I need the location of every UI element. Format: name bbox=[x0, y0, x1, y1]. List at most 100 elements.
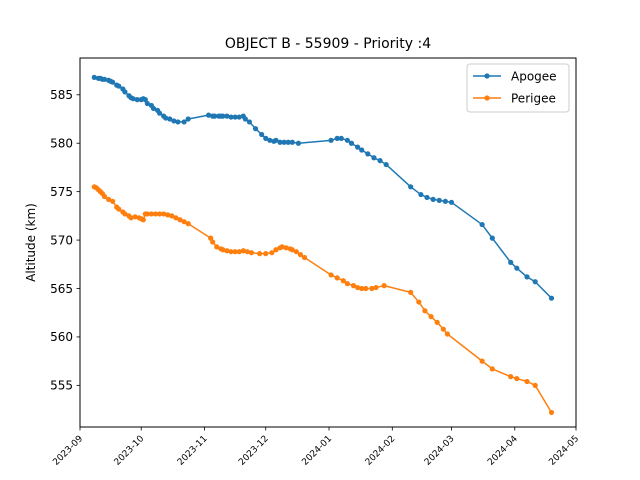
data-point-perigee bbox=[301, 254, 308, 261]
y-tick-label: 580 bbox=[50, 137, 73, 151]
data-point-apogee bbox=[236, 114, 242, 120]
series-layer bbox=[91, 74, 555, 416]
data-point-apogee bbox=[355, 144, 361, 150]
data-point-apogee bbox=[130, 96, 136, 102]
data-point-apogee bbox=[163, 115, 169, 121]
data-point-perigee bbox=[224, 248, 230, 254]
data-point-perigee bbox=[408, 289, 414, 295]
data-point-perigee bbox=[444, 331, 451, 337]
data-point-apogee bbox=[277, 139, 283, 145]
data-point-perigee bbox=[110, 198, 116, 204]
data-point-apogee bbox=[436, 197, 442, 203]
data-point-perigee bbox=[355, 284, 361, 291]
data-point-perigee bbox=[132, 214, 138, 220]
chart-title: OBJECT B - 55909 - Priority :4 bbox=[225, 36, 431, 52]
data-point-apogee bbox=[371, 155, 377, 161]
data-point-perigee bbox=[369, 285, 375, 292]
data-point-perigee bbox=[208, 235, 214, 241]
data-point-apogee bbox=[508, 259, 514, 265]
data-point-apogee bbox=[365, 151, 371, 157]
data-point-perigee bbox=[140, 217, 146, 223]
data-point-apogee bbox=[205, 112, 212, 118]
data-point-apogee bbox=[167, 116, 173, 122]
data-point-perigee bbox=[532, 382, 538, 388]
data-point-apogee bbox=[134, 97, 140, 103]
data-point-perigee bbox=[165, 212, 171, 218]
data-point-perigee bbox=[279, 244, 285, 250]
data-point-apogee bbox=[424, 194, 430, 201]
y-axis: 555 560 565 570 575 580 585 bbox=[50, 88, 80, 393]
legend: Apogee Perigee bbox=[466, 63, 570, 113]
data-point-apogee bbox=[418, 191, 424, 198]
data-point-apogee bbox=[171, 118, 177, 124]
data-point-perigee bbox=[161, 211, 167, 217]
data-point-apogee bbox=[228, 114, 234, 120]
data-point-apogee bbox=[295, 140, 301, 146]
data-point-apogee bbox=[101, 76, 108, 82]
data-point-apogee bbox=[334, 135, 340, 141]
data-point-perigee bbox=[334, 275, 340, 281]
data-point-perigee bbox=[101, 193, 108, 200]
data-point-perigee bbox=[373, 284, 379, 291]
data-point-apogee bbox=[479, 221, 485, 228]
legend-marker-perigee bbox=[484, 95, 490, 101]
y-tick-label: 560 bbox=[50, 330, 73, 344]
data-point-perigee bbox=[240, 248, 246, 254]
data-point-apogee bbox=[548, 295, 555, 301]
data-point-perigee bbox=[514, 375, 520, 382]
data-point-perigee bbox=[228, 249, 234, 255]
data-point-apogee bbox=[157, 110, 163, 116]
data-point-perigee bbox=[381, 283, 387, 289]
y-axis-label: Altitude (km) bbox=[24, 203, 38, 282]
data-point-perigee bbox=[363, 285, 369, 292]
data-point-perigee bbox=[434, 319, 440, 325]
data-point-perigee bbox=[440, 326, 446, 332]
data-point-apogee bbox=[263, 135, 269, 141]
data-point-perigee bbox=[122, 211, 128, 217]
data-point-apogee bbox=[91, 74, 97, 80]
data-point-apogee bbox=[489, 235, 495, 241]
data-point-apogee bbox=[359, 147, 365, 153]
data-point-perigee bbox=[152, 211, 159, 217]
data-point-apogee bbox=[220, 113, 226, 119]
data-point-perigee bbox=[293, 249, 299, 255]
data-point-apogee bbox=[383, 161, 389, 168]
data-point-perigee bbox=[236, 249, 242, 255]
data-point-perigee bbox=[210, 239, 216, 245]
data-point-perigee bbox=[105, 196, 112, 202]
data-point-apogee bbox=[344, 137, 350, 143]
data-point-perigee bbox=[524, 378, 530, 385]
data-point-apogee bbox=[116, 83, 122, 89]
data-point-perigee bbox=[269, 250, 275, 256]
data-point-apogee bbox=[185, 116, 191, 122]
data-point-perigee bbox=[428, 313, 434, 320]
data-point-perigee bbox=[214, 244, 220, 250]
data-point-apogee bbox=[289, 139, 295, 145]
data-point-apogee bbox=[224, 113, 230, 119]
data-point-perigee bbox=[185, 221, 191, 227]
y-tick-label: 565 bbox=[50, 282, 73, 296]
data-point-apogee bbox=[232, 114, 238, 120]
data-point-perigee bbox=[489, 366, 495, 372]
data-point-apogee bbox=[110, 79, 116, 85]
data-point-perigee bbox=[116, 206, 122, 212]
data-point-perigee bbox=[344, 281, 350, 287]
data-point-apogee bbox=[408, 184, 414, 190]
y-tick-label: 585 bbox=[50, 88, 73, 102]
data-point-apogee bbox=[144, 100, 150, 107]
y-tick-label: 570 bbox=[50, 233, 73, 247]
data-point-apogee bbox=[122, 89, 128, 95]
data-point-apogee bbox=[212, 113, 218, 119]
data-point-apogee bbox=[181, 119, 187, 125]
data-point-apogee bbox=[273, 137, 279, 143]
data-point-perigee bbox=[232, 249, 238, 255]
data-point-apogee bbox=[150, 105, 157, 111]
data-point-perigee bbox=[169, 213, 175, 219]
data-point-apogee bbox=[281, 139, 287, 145]
data-point-apogee bbox=[377, 158, 383, 164]
y-tick-label: 555 bbox=[50, 379, 73, 393]
data-point-perigee bbox=[548, 409, 555, 416]
data-point-perigee bbox=[248, 250, 255, 256]
data-point-perigee bbox=[422, 308, 428, 314]
